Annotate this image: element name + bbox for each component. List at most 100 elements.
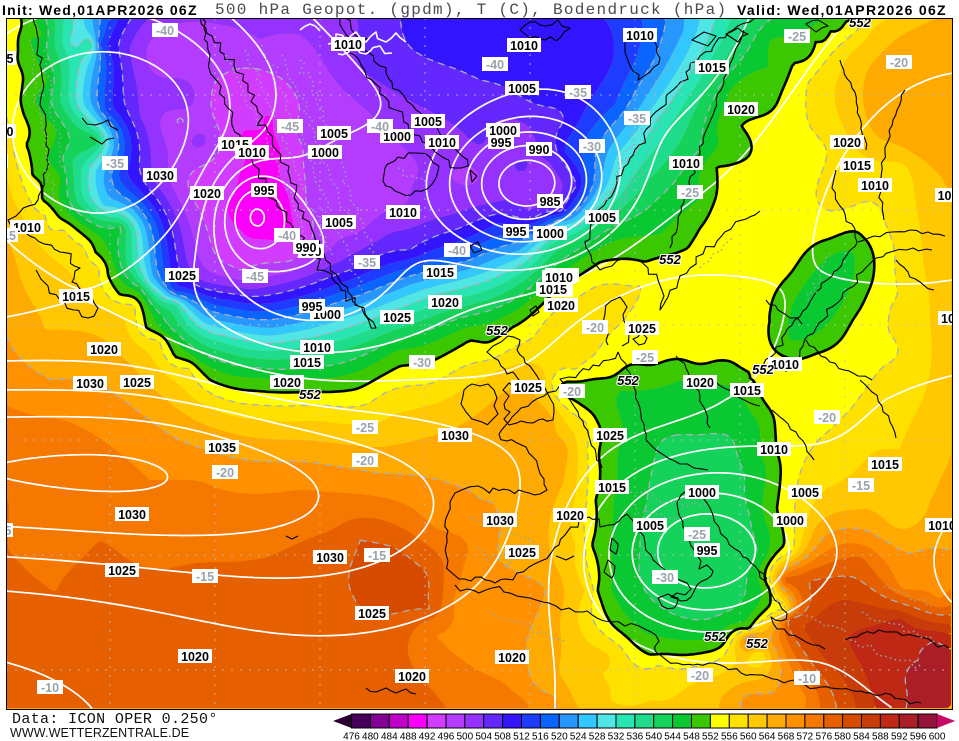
svg-text:-30: -30 <box>413 356 431 370</box>
svg-text:1000: 1000 <box>776 514 804 528</box>
svg-text:-35: -35 <box>358 256 376 270</box>
svg-text:1025: 1025 <box>383 311 411 325</box>
svg-text:1010: 1010 <box>861 179 889 193</box>
svg-text:-15: -15 <box>852 479 870 493</box>
svg-text:532: 532 <box>608 732 625 741</box>
svg-text:1005: 1005 <box>325 216 353 230</box>
svg-text:1005: 1005 <box>414 115 442 129</box>
svg-text:-20: -20 <box>216 466 234 480</box>
svg-text:-20: -20 <box>818 411 836 425</box>
svg-text:5: 5 <box>6 524 12 538</box>
svg-text:1010: 1010 <box>771 358 799 372</box>
svg-text:1015: 1015 <box>698 61 726 75</box>
svg-text:572: 572 <box>797 732 814 741</box>
svg-text:1015: 1015 <box>62 290 90 304</box>
svg-text:524: 524 <box>570 732 587 741</box>
svg-text:-15: -15 <box>196 570 214 584</box>
svg-text:1015: 1015 <box>843 159 871 173</box>
svg-text:1030: 1030 <box>441 429 469 443</box>
svg-text:496: 496 <box>438 732 455 741</box>
svg-text:1015: 1015 <box>426 266 454 280</box>
svg-text:-25: -25 <box>688 528 706 542</box>
svg-text:1025: 1025 <box>168 269 196 283</box>
svg-text:995: 995 <box>302 300 323 314</box>
svg-text:1005: 1005 <box>588 211 616 225</box>
svg-text:1020: 1020 <box>398 670 426 684</box>
svg-text:1010: 1010 <box>334 38 362 52</box>
svg-text:484: 484 <box>381 732 398 741</box>
svg-text:995: 995 <box>491 136 512 150</box>
svg-text:-10: -10 <box>41 681 59 695</box>
svg-text:552: 552 <box>704 629 726 644</box>
svg-text:025: 025 <box>6 52 13 66</box>
svg-text:1025: 1025 <box>628 322 656 336</box>
svg-text:1030: 1030 <box>76 377 104 391</box>
svg-text:520: 520 <box>551 732 568 741</box>
svg-text:1030: 1030 <box>486 514 514 528</box>
svg-text:548: 548 <box>683 732 700 741</box>
svg-text:1035: 1035 <box>208 441 236 455</box>
svg-text:-40: -40 <box>448 244 466 258</box>
svg-text:552: 552 <box>849 18 871 30</box>
svg-text:985: 985 <box>540 195 561 209</box>
svg-text:516: 516 <box>532 732 549 741</box>
svg-text:1020: 1020 <box>833 136 861 150</box>
svg-text:1025: 1025 <box>358 607 386 621</box>
svg-text:1005: 1005 <box>320 127 348 141</box>
svg-text:1010: 1010 <box>389 206 417 220</box>
svg-text:1030: 1030 <box>118 508 146 522</box>
svg-text:1020: 1020 <box>498 651 526 665</box>
svg-text:-25: -25 <box>636 351 654 365</box>
svg-text:552: 552 <box>702 732 719 741</box>
svg-text:584: 584 <box>853 732 870 741</box>
svg-text:995: 995 <box>254 184 275 198</box>
svg-text:1000: 1000 <box>489 124 517 138</box>
svg-text:1025: 1025 <box>108 564 136 578</box>
svg-text:1020: 1020 <box>556 509 584 523</box>
svg-text:-25: -25 <box>356 421 374 435</box>
svg-text:552: 552 <box>299 387 321 402</box>
svg-text:1020: 1020 <box>181 650 209 664</box>
svg-text:1020: 1020 <box>547 299 575 313</box>
svg-text:-25: -25 <box>681 186 699 200</box>
svg-text:1025: 1025 <box>123 376 151 390</box>
svg-text:1000: 1000 <box>311 146 339 160</box>
svg-text:536: 536 <box>627 732 644 741</box>
svg-text:488: 488 <box>400 732 417 741</box>
svg-text:1020: 1020 <box>193 187 221 201</box>
svg-text:540: 540 <box>645 732 662 741</box>
svg-text:1010: 1010 <box>510 39 538 53</box>
svg-text:1010: 1010 <box>626 29 654 43</box>
svg-text:600: 600 <box>929 732 946 741</box>
svg-text:-20: -20 <box>691 669 709 683</box>
svg-text:-45: -45 <box>281 120 299 134</box>
svg-text:588: 588 <box>872 732 889 741</box>
svg-text:552: 552 <box>746 636 768 651</box>
svg-text:1005: 1005 <box>636 519 664 533</box>
svg-text:568: 568 <box>778 732 795 741</box>
svg-text:990: 990 <box>529 143 550 157</box>
svg-text:-20: -20 <box>890 56 908 70</box>
svg-text:492: 492 <box>419 732 436 741</box>
svg-text:504: 504 <box>475 732 492 741</box>
svg-text:580: 580 <box>834 732 851 741</box>
svg-text:1015: 1015 <box>293 356 321 370</box>
svg-text:1000: 1000 <box>536 227 564 241</box>
svg-text:512: 512 <box>513 732 530 741</box>
svg-text:508: 508 <box>494 732 511 741</box>
svg-text:-25: -25 <box>788 30 806 44</box>
svg-text:1020: 1020 <box>727 103 755 117</box>
svg-text:1010: 1010 <box>672 157 700 171</box>
svg-text:1010: 1010 <box>928 519 953 533</box>
svg-text:1025: 1025 <box>514 381 542 395</box>
svg-text:995: 995 <box>697 544 718 558</box>
svg-text:15: 15 <box>6 229 16 243</box>
svg-text:1020: 1020 <box>273 376 301 390</box>
svg-text:-45: -45 <box>246 270 264 284</box>
svg-text:544: 544 <box>664 732 681 741</box>
svg-text:1015: 1015 <box>598 481 626 495</box>
svg-text:1025: 1025 <box>596 429 624 443</box>
svg-text:596: 596 <box>910 732 927 741</box>
svg-text:1025: 1025 <box>508 546 536 560</box>
svg-text:-40: -40 <box>156 24 174 38</box>
